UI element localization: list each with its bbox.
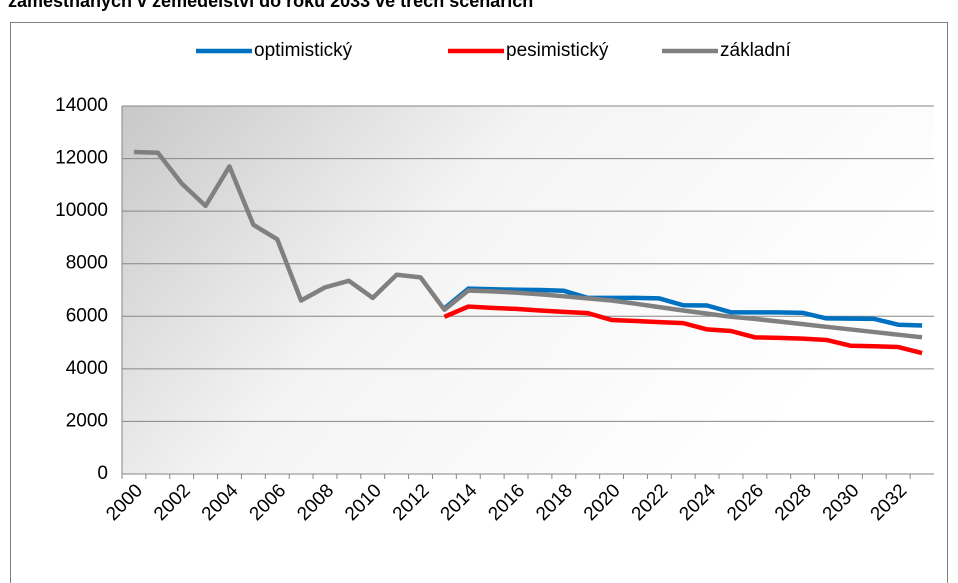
series-line bbox=[443, 304, 923, 356]
y-tick-label: 2000 bbox=[66, 410, 108, 431]
y-tick-label: 14000 bbox=[55, 95, 108, 116]
y-tick-label: 10000 bbox=[55, 200, 108, 221]
legend-label: základní bbox=[720, 40, 791, 61]
series-line bbox=[133, 149, 923, 340]
y-tick-label: 4000 bbox=[66, 358, 108, 379]
y-tick-label: 0 bbox=[97, 463, 108, 484]
y-tick-label: 8000 bbox=[66, 253, 108, 274]
y-tick-label: 6000 bbox=[66, 305, 108, 326]
legend-label: optimistický bbox=[254, 40, 353, 61]
legend-label: pesimistický bbox=[506, 40, 609, 61]
y-tick-label: 12000 bbox=[55, 148, 108, 169]
series-line bbox=[442, 286, 923, 328]
chart-title: zaměstnaných v zemědělství do roku 2033 … bbox=[8, 0, 533, 11]
